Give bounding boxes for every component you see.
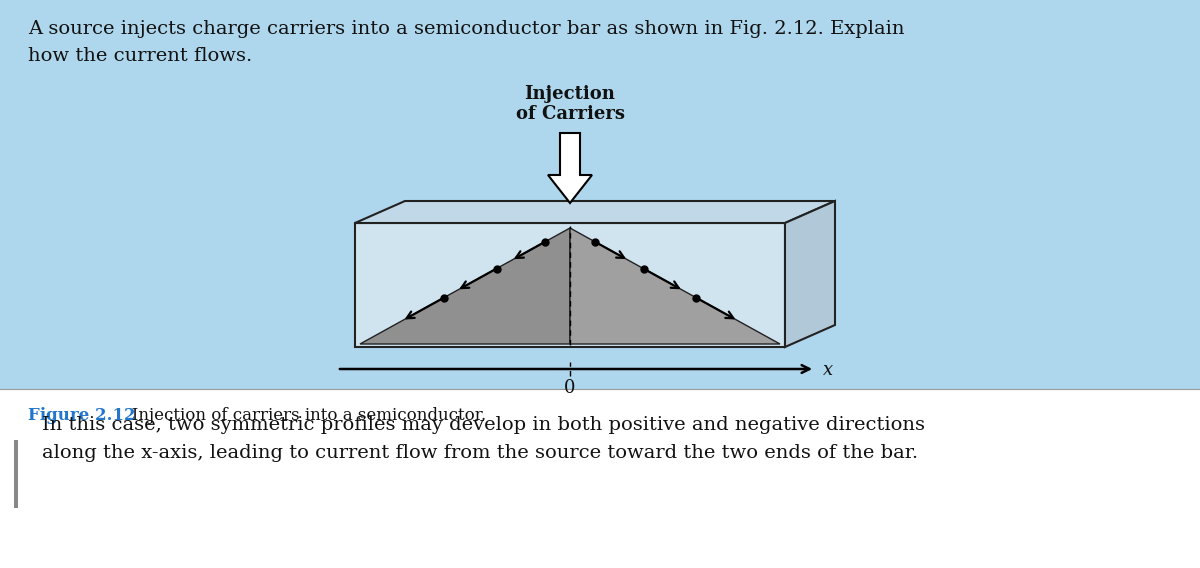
Polygon shape <box>570 228 780 344</box>
Bar <box>14 440 18 508</box>
Text: In this case, two symmetric profiles may develop in both positive and negative d: In this case, two symmetric profiles may… <box>42 416 925 434</box>
Text: Injection of carriers into a semiconductor.: Injection of carriers into a semiconduct… <box>116 407 486 424</box>
Text: x: x <box>823 361 833 379</box>
Bar <box>355 223 785 347</box>
Text: A source injects charge carriers into a semiconductor bar as shown in Fig. 2.12.: A source injects charge carriers into a … <box>28 20 905 38</box>
Polygon shape <box>548 133 592 203</box>
Text: how the current flows.: how the current flows. <box>28 47 252 65</box>
Polygon shape <box>360 228 570 344</box>
Text: along the ⁠x-axis, leading to current flow from the source toward the two ends o: along the ⁠x-axis, leading to current fl… <box>42 444 918 462</box>
Bar <box>0 389 1200 568</box>
Polygon shape <box>355 201 835 223</box>
Text: of Carriers: of Carriers <box>516 105 624 123</box>
Text: Injection: Injection <box>524 85 616 103</box>
Bar <box>0 0 1200 389</box>
Polygon shape <box>785 201 835 347</box>
Text: 0: 0 <box>564 379 576 397</box>
Text: Figure 2.12: Figure 2.12 <box>28 407 136 424</box>
